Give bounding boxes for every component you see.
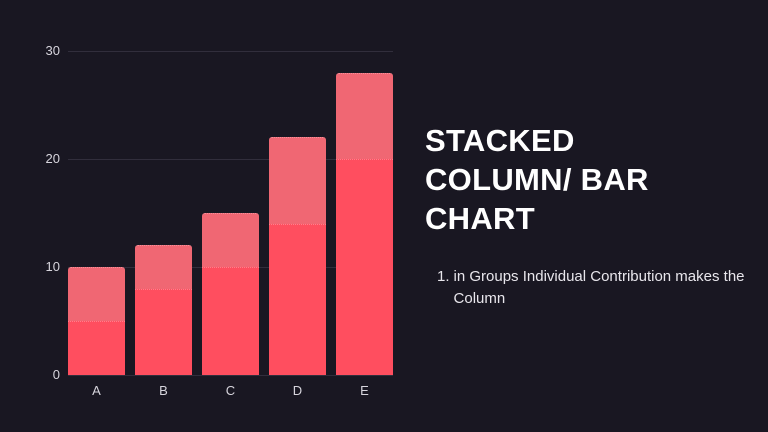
bar-d: D <box>269 51 326 398</box>
gridline-0 <box>68 374 393 376</box>
list-item: 1. in Groups Individual Contribution mak… <box>437 266 747 310</box>
list-item-number: 1. <box>437 268 450 285</box>
gridline-30 <box>68 50 393 52</box>
x-tick-label-b: B <box>159 383 168 398</box>
y-tick-label-20: 20 <box>45 151 60 166</box>
bottom-segment-c <box>202 267 259 375</box>
top-segment-d <box>269 137 326 224</box>
top-segment-c <box>202 213 259 267</box>
bottom-segment-d <box>269 223 326 375</box>
bar-e: E <box>336 51 393 398</box>
y-tick-label-30: 30 <box>45 43 60 58</box>
page-title: STACKED COLUMN/ BAR CHART <box>425 123 649 236</box>
x-tick-label-c: C <box>225 383 236 398</box>
notes-list: 1. in Groups Individual Contribution mak… <box>437 266 747 310</box>
list-item-text: in Groups Individual Contribution makes … <box>453 268 745 307</box>
stacked-bar-chart: 0 10 20 30 A B C D E <box>46 43 393 398</box>
bottom-segment-b <box>135 288 192 375</box>
chart-columns: A B C D E <box>68 51 393 398</box>
bar-a: A <box>68 51 125 398</box>
x-tick-label-e: E <box>360 383 369 398</box>
y-tick-label-0: 0 <box>52 367 60 382</box>
x-tick-label-d: D <box>292 383 303 398</box>
bottom-segment-e <box>336 159 393 375</box>
gridline-20 <box>68 158 393 160</box>
bottom-segment-a <box>68 321 125 375</box>
bar-b: B <box>135 51 192 398</box>
y-tick-label-10: 10 <box>45 259 60 274</box>
bar-c: C <box>202 51 259 398</box>
top-segment-e <box>336 72 393 159</box>
top-segment-b <box>135 245 192 289</box>
top-segment-a <box>68 267 125 321</box>
x-tick-label-a: A <box>92 383 101 398</box>
